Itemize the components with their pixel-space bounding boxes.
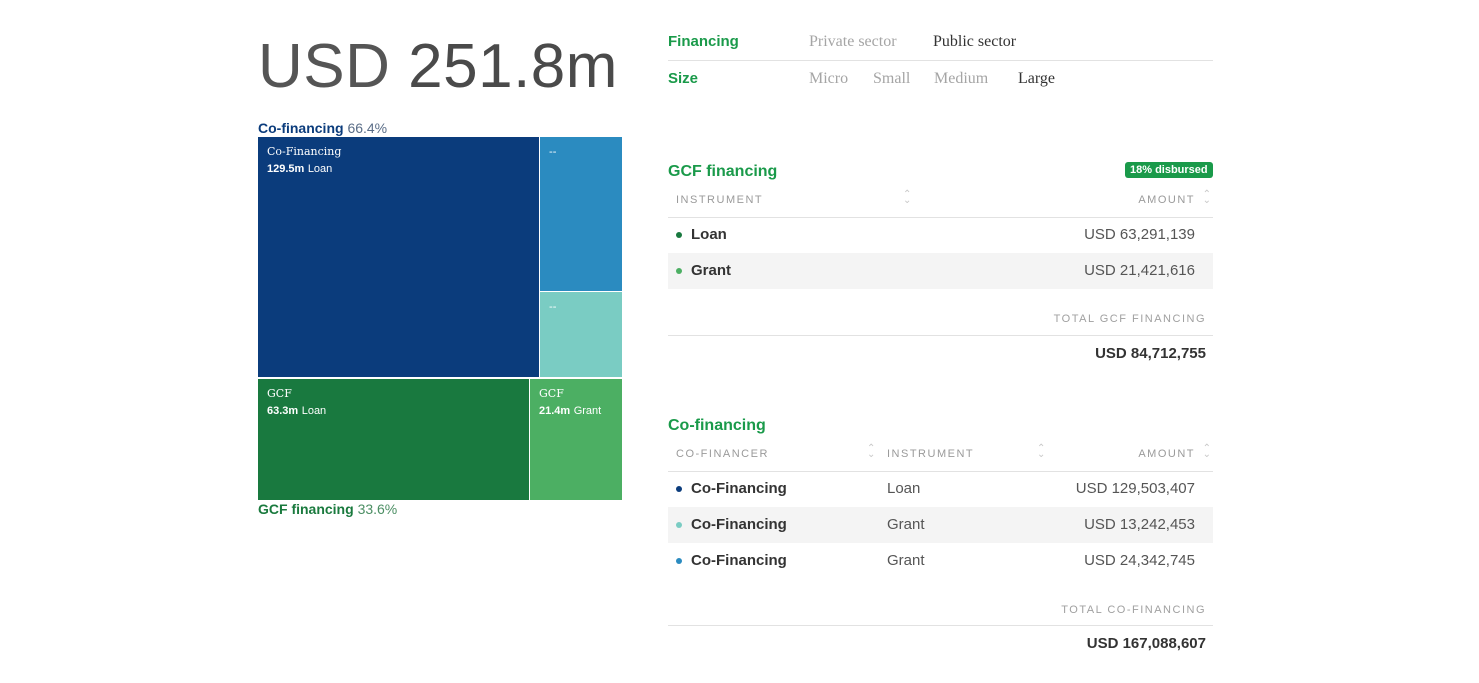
sort-icon[interactable]: ⌃ ⌄ (1037, 443, 1046, 460)
filter-option-micro[interactable]: Micro (809, 70, 849, 87)
cofin-total-label: TOTAL CO-FINANCING (1061, 604, 1206, 616)
series-dot-icon (676, 558, 682, 564)
cofin-total-value: USD 167,088,607 (1086, 635, 1206, 652)
treemap-tile-gcf-grant[interactable]: GCF 21.4m Grant (530, 379, 622, 500)
filter-size: Size Micro Small Medium Large (668, 62, 1213, 98)
row-instrument: Grant (887, 552, 925, 569)
tile-amount: 63.3m (267, 405, 299, 417)
row-amount: USD 129,503,407 (1075, 480, 1195, 497)
cofin-header-instrument[interactable]: INSTRUMENT (887, 448, 975, 460)
treemap-tile-gcf-loan[interactable]: GCF 63.3m Loan (258, 379, 529, 500)
table-row[interactable]: Grant USD 21,421,616 (668, 253, 1213, 289)
row-financer: Co-Financing (691, 516, 787, 533)
gcf-caption-name: GCF financing (258, 501, 354, 517)
row-instrument: Grant (887, 516, 925, 533)
cofin-header-amount[interactable]: AMOUNT (1138, 448, 1195, 460)
row-instrument: Grant (691, 262, 732, 279)
table-row[interactable]: Co-Financing Grant USD 24,342,745 (668, 543, 1213, 579)
sort-icon[interactable]: ⌃ ⌄ (867, 443, 876, 460)
sort-icon[interactable]: ⌃ ⌄ (1202, 189, 1211, 206)
row-instrument: Loan (887, 480, 921, 497)
gcf-total-label: TOTAL GCF FINANCING (1053, 313, 1206, 325)
total-amount: USD 251.8m (258, 30, 618, 104)
cofinancing-caption-percent: 66.4% (347, 120, 388, 136)
sort-icon[interactable]: ⌃ ⌄ (903, 189, 912, 206)
sort-icon[interactable]: ⌃ ⌄ (1202, 443, 1211, 460)
gcf-financing-title: GCF financing (668, 163, 778, 180)
tile-label: GCF (267, 387, 292, 400)
row-financer: Co-Financing (691, 552, 787, 569)
filter-option-public-sector[interactable]: Public sector (933, 33, 1017, 50)
table-row[interactable]: Loan USD 63,291,139 (668, 217, 1213, 253)
filter-option-large[interactable]: Large (1018, 70, 1056, 87)
filter-size-label: Size (668, 70, 699, 87)
filter-option-small[interactable]: Small (873, 70, 911, 87)
tile-instrument: Loan (307, 163, 333, 175)
filter-option-medium[interactable]: Medium (934, 70, 989, 87)
total-unit: USD (258, 32, 391, 101)
disbursed-badge: 18% disbursed (1125, 162, 1213, 178)
tile-amount: 21.4m (539, 405, 571, 417)
tile-instrument: Loan (301, 405, 327, 417)
treemap: Co-Financing 129.5m Loan -- -- GCF 63.3m… (258, 137, 622, 500)
total-value: 251.8m (408, 32, 618, 101)
cofinancing-caption-name: Co-financing (258, 120, 344, 136)
tile-label: -- (549, 300, 557, 313)
row-amount: USD 63,291,139 (1084, 226, 1195, 243)
cofin-table-header: CO-FINANCER ⌃ ⌄ INSTRUMENT ⌃ ⌄ AMOUNT ⌃ ⌄ (668, 438, 1213, 472)
tile-label: Co-Financing (267, 145, 342, 158)
series-dot-icon (676, 486, 682, 492)
table-row[interactable]: Co-Financing Loan USD 129,503,407 (668, 471, 1213, 507)
divider (668, 625, 1213, 626)
series-dot-icon (676, 232, 682, 238)
divider (668, 335, 1213, 336)
tile-label: GCF (539, 387, 564, 400)
row-instrument: Loan (691, 226, 727, 243)
cofinancing-caption: Co-financing 66.4% (258, 120, 387, 136)
cofinancing-title: Co-financing (668, 417, 766, 434)
filter-financing: Financing Private sector Public sector (668, 25, 1213, 61)
gcf-caption: GCF financing 33.6% (258, 501, 397, 517)
tile-instrument: Grant (573, 405, 602, 417)
tile-label: -- (549, 145, 557, 158)
table-row[interactable]: Co-Financing Grant USD 13,242,453 (668, 507, 1213, 543)
row-amount: USD 24,342,745 (1084, 552, 1195, 569)
treemap-tile-cofinancing-grant-teal[interactable]: -- (540, 292, 622, 377)
treemap-tile-cofinancing-grant-blue[interactable]: -- (540, 137, 622, 291)
filter-option-private-sector[interactable]: Private sector (809, 33, 897, 50)
row-amount: USD 21,421,616 (1084, 262, 1195, 279)
filter-financing-label: Financing (668, 33, 739, 50)
series-dot-icon (676, 522, 682, 528)
gcf-table-header: INSTRUMENT ⌃ ⌄ AMOUNT ⌃ ⌄ (668, 184, 1213, 218)
row-financer: Co-Financing (691, 480, 787, 497)
cofin-header-financer[interactable]: CO-FINANCER (676, 448, 769, 460)
tile-amount: 129.5m (267, 163, 305, 175)
gcf-header-amount[interactable]: AMOUNT (1138, 194, 1195, 206)
gcf-total-value: USD 84,712,755 (1095, 345, 1206, 362)
series-dot-icon (676, 268, 682, 274)
row-amount: USD 13,242,453 (1084, 516, 1195, 533)
gcf-header-instrument[interactable]: INSTRUMENT (676, 194, 764, 206)
treemap-tile-cofinancing-loan[interactable]: Co-Financing 129.5m Loan (258, 137, 539, 377)
gcf-caption-percent: 33.6% (357, 501, 398, 517)
